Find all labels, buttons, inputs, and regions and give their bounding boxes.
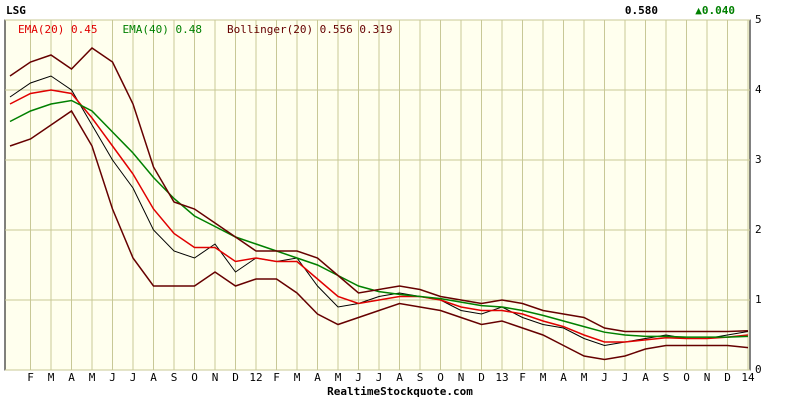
y-tick-label: 5 — [755, 13, 762, 26]
y-tick-label: 1 — [755, 293, 762, 306]
x-tick-label: M — [335, 371, 342, 384]
series-line — [9, 109, 749, 361]
x-tick-label: S — [171, 371, 178, 384]
x-tick-label: A — [560, 371, 567, 384]
x-tick-label: M — [89, 371, 96, 384]
x-tick-label: O — [683, 371, 690, 384]
x-tick-label: F — [273, 371, 280, 384]
x-tick-label: A — [642, 371, 649, 384]
x-tick-label: 12 — [249, 371, 262, 384]
x-tick-label: M — [48, 371, 55, 384]
series-line — [9, 89, 749, 343]
y-tick-label: 0 — [755, 363, 762, 376]
ticker: LSG — [6, 4, 26, 17]
x-tick-label: S — [663, 371, 670, 384]
x-tick-label: D — [724, 371, 731, 384]
y-tick-label: 2 — [755, 223, 762, 236]
footer: RealtimeStockquote.com — [327, 385, 473, 398]
x-tick-label: M — [294, 371, 301, 384]
x-tick-label: A — [314, 371, 321, 384]
x-tick-label: S — [417, 371, 424, 384]
x-tick-label: O — [437, 371, 444, 384]
legend-entry: EMA(40) 0.48 — [122, 23, 201, 36]
legend-entry: EMA(20) 0.45 — [18, 23, 97, 36]
x-tick-label: 13 — [495, 371, 508, 384]
x-tick-label: J — [130, 371, 137, 384]
x-tick-label: D — [478, 371, 485, 384]
series-line — [9, 99, 749, 338]
x-tick-label: J — [376, 371, 383, 384]
x-tick-label: N — [704, 371, 711, 384]
x-tick-label: A — [396, 371, 403, 384]
change: ▲0.040 — [695, 4, 735, 17]
x-tick-label: J — [109, 371, 116, 384]
x-tick-label: N — [212, 371, 219, 384]
y-tick-label: 4 — [755, 83, 762, 96]
x-tick-label: M — [581, 371, 588, 384]
x-tick-label: F — [519, 371, 526, 384]
x-tick-label: O — [191, 371, 198, 384]
x-tick-label: A — [68, 371, 75, 384]
series-line — [9, 47, 749, 333]
x-tick-label: J — [601, 371, 608, 384]
plot-area — [4, 19, 751, 371]
x-tick-label: J — [355, 371, 362, 384]
x-tick-label: D — [232, 371, 239, 384]
x-tick-label: N — [458, 371, 465, 384]
x-tick-label: J — [622, 371, 629, 384]
x-tick-label: M — [540, 371, 547, 384]
y-tick-label: 3 — [755, 153, 762, 166]
x-tick-label: A — [150, 371, 157, 384]
last-price: 0.580 — [625, 4, 658, 17]
x-tick-label: F — [27, 371, 34, 384]
x-tick-label: 14 — [741, 371, 755, 384]
legend-entry: Bollinger(20) 0.556 0.319 — [227, 23, 393, 36]
